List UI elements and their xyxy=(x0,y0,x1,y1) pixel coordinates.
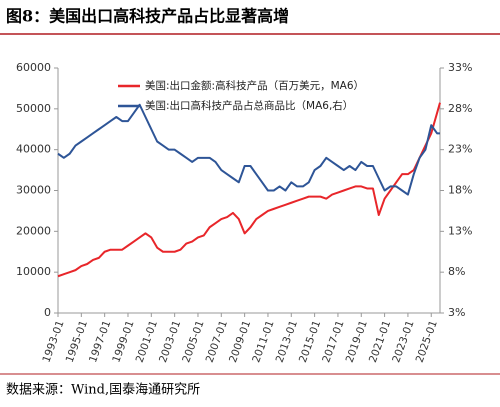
legend-label: 美国:出口高科技产品占总商品比（MA6,右） xyxy=(145,99,353,112)
x-tick-label: 2013-01 xyxy=(274,319,300,364)
chart-title: 图8：美国出口高科技产品占比显著高增 xyxy=(6,7,289,26)
series-line xyxy=(57,103,440,196)
y2-tick-label: 33% xyxy=(448,61,472,74)
x-tick-label: 2021-01 xyxy=(367,319,393,364)
x-tick-label: 1993-01 xyxy=(40,319,66,364)
x-tick-label: 2003-01 xyxy=(157,319,183,364)
y-tick-label: 50000 xyxy=(16,102,51,115)
y2-tick-label: 18% xyxy=(448,184,472,197)
x-tick-label: 2001-01 xyxy=(134,319,160,364)
y2-tick-label: 23% xyxy=(448,143,472,156)
x-tick-label: 2005-01 xyxy=(180,319,206,364)
y2-tick-label: 28% xyxy=(448,102,472,115)
source: 数据来源：Wind,国泰海通研究所 xyxy=(6,383,200,398)
y-tick-label: 40000 xyxy=(16,143,51,156)
y-tick-label: 0 xyxy=(44,306,51,319)
y2-tick-label: 3% xyxy=(448,306,465,319)
x-tick-label: 1999-01 xyxy=(110,319,136,364)
y2-tick-label: 13% xyxy=(448,224,472,237)
x-tick-label: 2025-01 xyxy=(414,319,440,364)
y-tick-label: 20000 xyxy=(16,224,51,237)
y-tick-label: 10000 xyxy=(16,265,51,278)
y2-tick-label: 8% xyxy=(448,265,465,278)
x-tick-label: 2015-01 xyxy=(297,319,323,364)
x-tick-label: 2023-01 xyxy=(390,319,416,364)
legend-label: 美国:出口金额:高科技产品（百万美元，MA6） xyxy=(145,79,364,92)
x-tick-label: 1997-01 xyxy=(87,319,113,364)
y-tick-label: 30000 xyxy=(16,184,51,197)
x-tick-label: 2009-01 xyxy=(227,319,253,364)
x-tick-label: 2019-01 xyxy=(344,319,370,364)
x-tick-label: 2017-01 xyxy=(320,319,346,364)
x-tick-label: 2011-01 xyxy=(250,319,276,364)
series-line xyxy=(57,102,441,278)
x-tick-label: 1995-01 xyxy=(64,319,90,364)
x-tick-label: 2007-01 xyxy=(204,319,230,364)
y-tick-label: 60000 xyxy=(16,61,51,74)
